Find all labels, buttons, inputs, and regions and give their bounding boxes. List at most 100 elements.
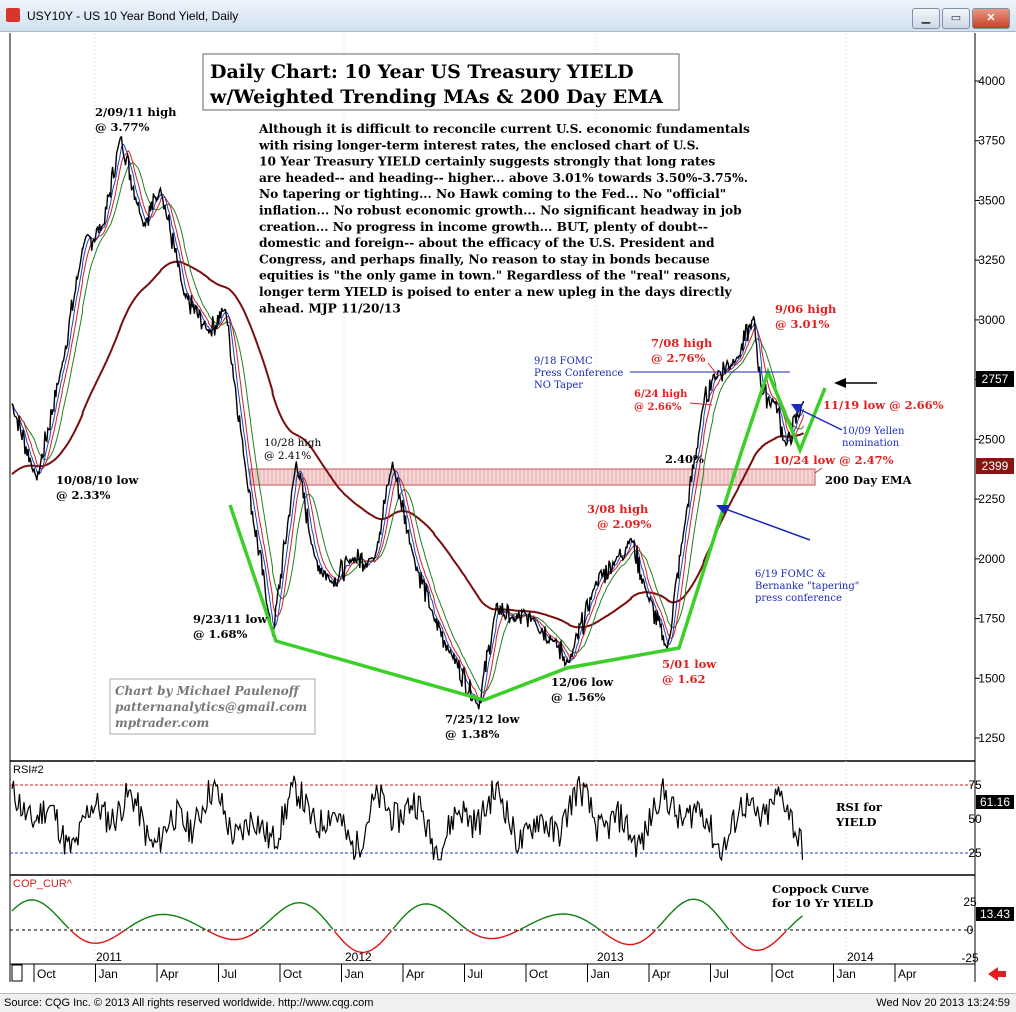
commentary-line: domestic and foreign-- about the efficac… xyxy=(259,236,715,250)
annotation-fomc-0619-2: Bernanke "tapering" xyxy=(755,581,859,592)
annotation-low-0923-2: @ 1.68% xyxy=(193,627,248,641)
annotation-low-0725-2: @ 1.38% xyxy=(445,727,500,741)
coppock-axis: 25 0 -25 xyxy=(961,895,979,965)
annotation-low-1024: 10/24 low @ 2.47% xyxy=(773,453,894,467)
credit-line-1: Chart by Michael Paulenoff xyxy=(115,684,301,698)
status-bar: Source: CQG Inc. © 2013 All rights reser… xyxy=(0,993,1016,1012)
restore-button[interactable]: ▭ xyxy=(942,8,970,29)
timestamp-text: Wed Nov 20 2013 13:24:59 xyxy=(876,997,1010,1009)
time-axis-label: Jul xyxy=(468,967,483,981)
time-axis-label: Oct xyxy=(529,967,548,981)
rsi-panel-label: RSI#2 xyxy=(13,764,44,776)
ma-blue-line xyxy=(11,143,804,704)
chart-canvas[interactable]: 4000375035003250300027502500225020001750… xyxy=(0,0,1016,990)
credit-line-2: patternanalytics@gmail.com xyxy=(115,700,307,714)
annotation-fomc-0619-3: press conference xyxy=(755,593,842,604)
time-axis-label: Apr xyxy=(652,967,671,981)
coppock-value-tag xyxy=(976,907,1014,921)
ma-red-line xyxy=(11,150,804,700)
credit-box xyxy=(109,678,316,735)
annotations: 2/09/11 high @ 3.77% 10/08/10 low @ 2.33… xyxy=(56,105,944,741)
rsi-value-tag xyxy=(976,795,1014,809)
annotation-yellen-2: nomination xyxy=(842,438,900,449)
minimize-button[interactable]: ▁ xyxy=(912,8,940,29)
ma-green-line xyxy=(11,162,804,693)
annotation-low-0501-2: @ 1.62 xyxy=(662,672,706,686)
annotation-low-1206-1: 12/06 low xyxy=(551,675,614,689)
time-axis-label: Jan xyxy=(591,967,610,981)
close-button[interactable]: ✕ xyxy=(972,8,1010,29)
time-axis-label: Jan xyxy=(837,967,856,981)
price-axis-label: 2000 xyxy=(978,552,1005,566)
annotation-low-1008-1: 10/08/10 low xyxy=(56,473,139,487)
time-axis-label: Oct xyxy=(283,967,302,981)
time-axis-label: Jan xyxy=(99,967,118,981)
commentary-text: Although it is difficult to reconcile cu… xyxy=(258,122,750,315)
price-axis-label: 3000 xyxy=(978,313,1005,327)
rsi-axis-label: 75 xyxy=(968,778,982,792)
rsi-value: 61.16 xyxy=(980,795,1010,809)
price-axis-label: 3250 xyxy=(978,253,1005,267)
coppock-axis-label: 25 xyxy=(963,895,977,909)
resistance-zone-hatch xyxy=(251,470,813,484)
title-bar[interactable]: USY10Y - US 10 Year Bond Yield, Daily ▁ … xyxy=(0,0,1016,32)
annotation-high-0308-1: 3/08 high xyxy=(587,502,649,516)
time-axis-label: Jul xyxy=(222,967,237,981)
coppock-axis-label: -25 xyxy=(961,951,979,965)
price-axis-label: 2500 xyxy=(978,432,1005,446)
time-axis-label: Jul xyxy=(714,967,729,981)
commentary-line: ahead. MJP 11/20/13 xyxy=(259,301,401,315)
time-axis-label: Apr xyxy=(898,967,917,981)
commentary-line: longer term YIELD is poised to enter a n… xyxy=(259,285,732,299)
annotation-low-1008-2: @ 2.33% xyxy=(56,488,111,502)
rsi-axis-label: 50 xyxy=(968,812,982,826)
annotation-high-0209-2: @ 3.77% xyxy=(95,120,150,134)
credit-text: Chart by Michael Paulenoff patternanalyt… xyxy=(115,684,307,730)
year-label: 2011 xyxy=(96,950,122,964)
scroll-right-icon[interactable] xyxy=(988,967,1006,981)
annotation-level-240: 2.40% xyxy=(665,452,704,466)
price-line xyxy=(11,135,805,710)
annotation-yellen-1: 10/09 Yellen xyxy=(842,426,905,437)
scroll-left-box[interactable] xyxy=(11,964,23,982)
chart-title-box xyxy=(202,53,680,111)
commentary-line: Congress, and perhaps finally, No reason… xyxy=(259,252,710,266)
ema-value: 2399 xyxy=(982,459,1009,473)
last-price-value: 2757 xyxy=(982,372,1009,386)
price-axis-label: 3750 xyxy=(978,134,1005,148)
commentary-line: are headed-- and heading-- higher... abo… xyxy=(259,171,748,185)
annotation-high-0624-1: 6/24 high xyxy=(634,389,688,400)
annotation-high-0906-2: @ 3.01% xyxy=(775,317,830,331)
commentary-line: 10 Year Treasury YIELD certainly suggest… xyxy=(259,155,715,169)
annotation-low-0923-1: 9/23/11 low xyxy=(193,612,268,626)
commentary-line: Although it is difficult to reconcile cu… xyxy=(258,122,750,136)
time-axis-label: Oct xyxy=(37,967,56,981)
commentary-line: with rising longer-term interest rates, … xyxy=(258,138,699,152)
source-text: Source: CQG Inc. © 2013 All rights reser… xyxy=(4,997,374,1009)
time-axis: Oct Jan Apr Jul Oct Jan Apr Jul Oct Jan Apr Jul Oct J… xyxy=(33,950,917,982)
commentary-line: No tapering or tighting... No Hawk comin… xyxy=(259,187,726,201)
annotation-high-0708-1: 7/08 high xyxy=(651,336,713,350)
price-axis: 4000375035003250300027502500225020001750… xyxy=(975,74,1005,745)
price-axis-label: 1250 xyxy=(978,731,1005,745)
coppock-positive-line xyxy=(11,898,803,931)
annotation-high-0308-2: @ 2.09% xyxy=(597,517,652,531)
trend-channel xyxy=(228,366,827,702)
year-label: 2013 xyxy=(597,950,624,964)
annotation-fomc-0918-2: Press Conference xyxy=(534,368,623,379)
time-axis-label: Oct xyxy=(775,967,794,981)
coppock-note-2: for 10 Yr YIELD xyxy=(772,896,873,910)
chart-title-line-1: Daily Chart: 10 Year US Treasury YIELD xyxy=(210,61,634,83)
annotation-arrows xyxy=(630,362,877,541)
last-price-tag xyxy=(976,371,1014,387)
annotation-high-1028-2: @ 2.41% xyxy=(264,450,311,462)
annotation-high-0209-1: 2/09/11 high xyxy=(95,105,177,119)
annotation-fomc-0918-3: NO Taper xyxy=(534,380,583,391)
ema-value-tag xyxy=(976,458,1014,474)
rsi-axis-label: 25 xyxy=(968,846,982,860)
price-axis-label: 1750 xyxy=(978,612,1005,626)
price-axis-label: 2250 xyxy=(978,492,1005,506)
coppock-value: 13.43 xyxy=(980,907,1010,921)
annotation-high-1028-1: 10/28 high xyxy=(264,437,321,449)
year-label: 2012 xyxy=(345,950,372,964)
